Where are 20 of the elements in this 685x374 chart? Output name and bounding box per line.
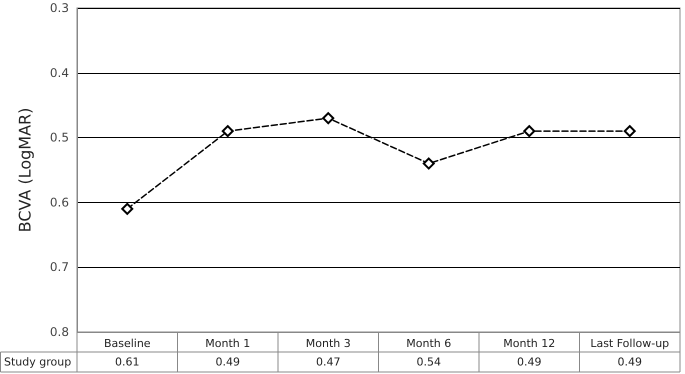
y-tick-label: 0.8 (50, 325, 69, 339)
x-tick-label: Month 1 (205, 337, 250, 350)
x-tick-label: Month 3 (306, 337, 351, 350)
data-label: 0.49 (216, 356, 240, 368)
y-axis-title: BCVA (LogMAR) (16, 108, 34, 232)
y-tick-label: 0.7 (50, 260, 69, 274)
x-tick-label: Month 6 (406, 337, 452, 350)
data-label: 0.49 (517, 356, 542, 368)
data-label: 0.54 (416, 356, 441, 368)
y-tick-label: 0.6 (50, 195, 69, 210)
y-tick-label: 0.3 (50, 1, 69, 15)
y-tick-label: 0.4 (50, 66, 69, 80)
x-tick-label: Last Follow-up (590, 337, 670, 350)
text: Study group (4, 356, 72, 368)
data-label: 0.61 (115, 356, 140, 368)
x-tick-label: Month 12 (503, 337, 556, 350)
x-tick-label: Baseline (104, 337, 151, 350)
data-label: 0.47 (316, 356, 340, 368)
data-label: 0.49 (618, 356, 642, 368)
y-tick-label: 0.5 (50, 130, 69, 145)
